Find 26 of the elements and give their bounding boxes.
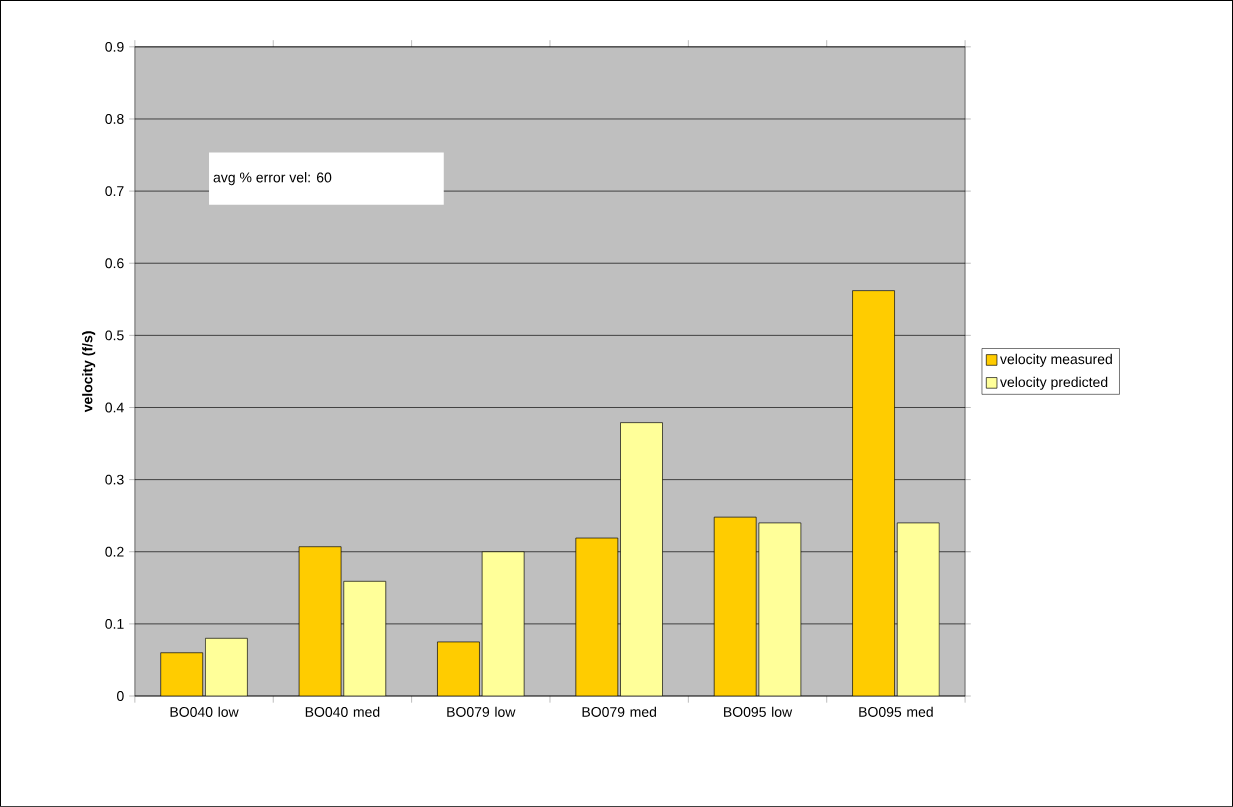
- y-tick-label: 0.6: [105, 258, 124, 269]
- x-tick-label: BO079 low: [447, 706, 516, 717]
- y-tick-label: 0.4: [105, 402, 124, 413]
- bar: [575, 537, 619, 697]
- y-tick-label: 0.8: [105, 114, 124, 124]
- y-tick-label: 0.9: [105, 41, 124, 52]
- x-tick-label: BO095 low: [724, 706, 793, 717]
- bar: [437, 641, 480, 697]
- y-tick-label: 0.1: [105, 619, 124, 629]
- bar: [852, 290, 895, 697]
- y-tick-label: 0.7: [105, 186, 124, 197]
- y-tick-label: 0.5: [105, 330, 124, 341]
- y-tick-label: 0.2: [105, 546, 124, 557]
- legend-label: velocity measured: [1000, 353, 1112, 367]
- x-tick-label: BO040 low: [170, 706, 239, 717]
- legend-label: velocity predicted: [1000, 376, 1108, 390]
- annotation: avg % error vel: 60: [213, 172, 332, 186]
- y-tick-label: 0.3: [105, 474, 124, 485]
- x-tick-label: BO079 med: [582, 706, 656, 717]
- x-tick-label: BO040 med: [305, 706, 380, 717]
- bar: [160, 652, 204, 697]
- y-tick-label: 0: [117, 691, 124, 702]
- x-tick-label: BO095 med: [859, 706, 933, 717]
- bar: [713, 516, 757, 697]
- y-axis-title: velocity (f/s): [82, 331, 96, 413]
- bar: [298, 546, 342, 697]
